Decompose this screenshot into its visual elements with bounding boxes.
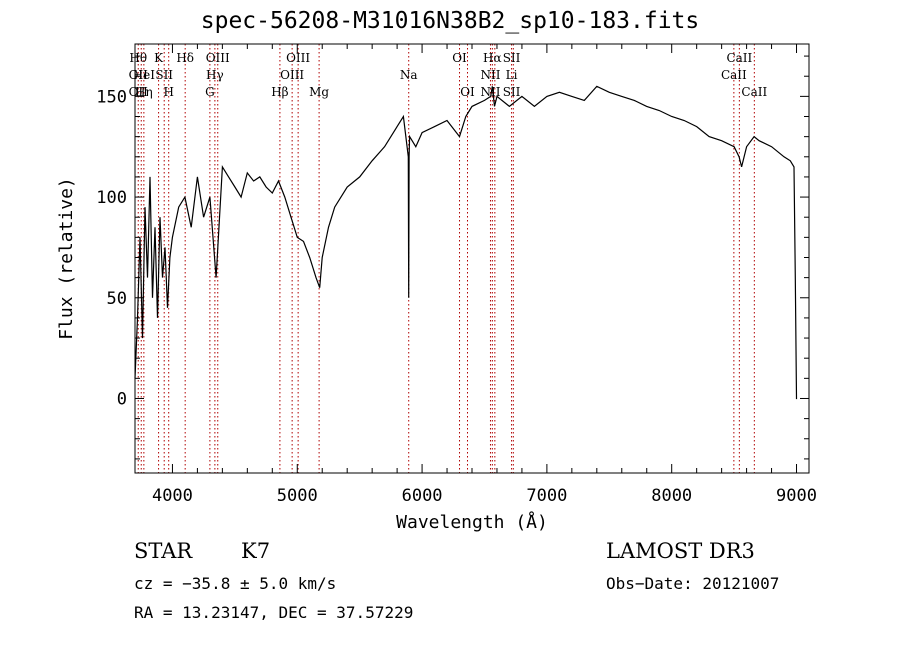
obs-date: Obs−Date: 20121007 [606,574,780,593]
line-id-label: Hη [135,85,153,99]
plot-frame [134,43,810,474]
line-id-label: SII [155,68,173,82]
line-id-label: OIII [280,68,304,82]
series-group [134,85,798,400]
survey-name: LAMOST DR3 [606,539,755,563]
line-id-label: Hα [483,51,502,65]
x-tick-label: 8000 [651,486,692,506]
line-id-label: SII [503,85,521,99]
line-id-label: Na [400,68,418,82]
line-id-label: CaII [721,68,747,82]
y-axis-label: Flux (relative) [56,177,77,340]
x-tick-label: 7000 [526,486,567,506]
y-tick-label: 100 [96,188,127,208]
line-id-label: CaII [726,51,752,65]
line-id-label: Hδ [176,51,194,65]
line-id-label: OI [452,51,467,65]
line-id-label: NII [480,68,500,82]
line-id-label: K [154,51,164,65]
line-id-label: OIII [206,51,230,65]
object-class: STAR [134,539,193,563]
line-id-label: Mg [309,85,329,99]
line-id-label: HeI [133,68,156,82]
line-id-label: Hθ [129,51,147,65]
x-axis: 4000 5000 6000 7000 8000 9000 [152,44,817,506]
line-id-label: CaII [741,85,767,99]
line-id-label: OII [129,85,149,99]
y-tick-label: 150 [96,87,127,107]
line-id-label: Hγ [206,68,224,82]
y-tick-label: 50 [107,289,127,309]
line-id-label: H [163,85,173,99]
line-id-label: NII [480,85,500,99]
line-id-label: SII [503,51,521,65]
line-id-label: Li [506,68,518,82]
spectrum-line [134,85,798,400]
object-subclass: K7 [241,539,271,563]
chart-title: spec-56208-M31016N38B2_sp10-183.fits [200,8,700,34]
x-tick-label: 6000 [402,486,443,506]
line-id-label: OII [129,68,149,82]
x-tick-label: 5000 [277,486,318,506]
line-id-label: OIII [286,51,310,65]
line-id-label: OI [460,85,475,99]
ra-dec: RA = 13.23147, DEC = 37.57229 [134,603,414,622]
x-axis-label: Wavelength (Å) [396,511,548,533]
line-id-label: Hβ [271,85,288,99]
y-axis: 0 50 100 150 [96,55,809,460]
line-id-label: G [205,85,215,99]
line-id-markers [137,44,755,473]
line-id-labels: HθOIIOIIHeIHηKSIIHHδGHγOIIIHβOIIIOIIIMgN… [129,51,768,99]
redshift-cz: cz = −35.8 ± 5.0 km/s [134,574,337,593]
x-tick-label: 9000 [776,486,817,506]
y-tick-label: 0 [117,389,127,409]
x-tick-label: 4000 [152,486,193,506]
